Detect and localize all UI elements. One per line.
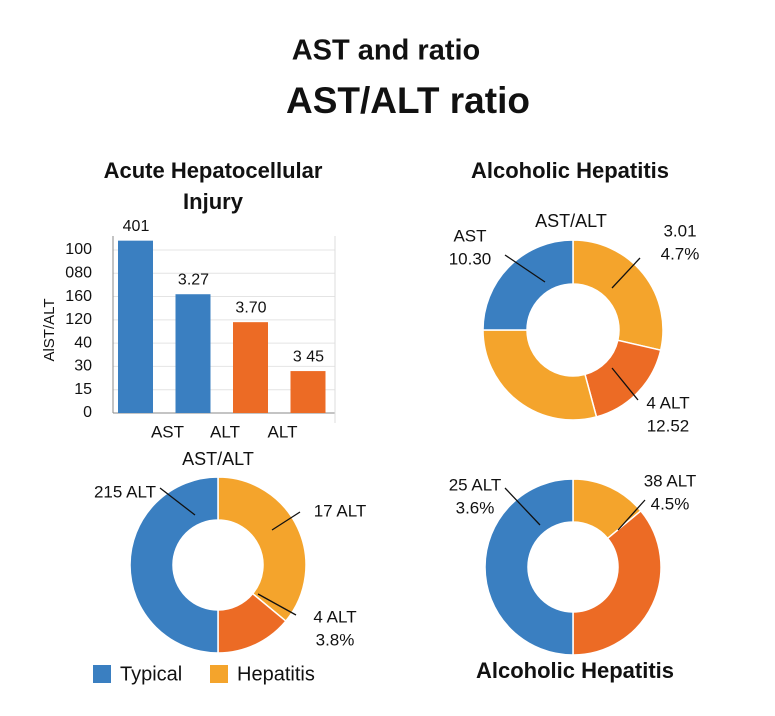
legend-label: Hepatitis xyxy=(237,663,315,685)
bar xyxy=(233,322,268,413)
x-tick-label: ALT xyxy=(210,422,240,441)
center-label: AST/ALT xyxy=(535,211,607,231)
title: AST and ratio xyxy=(292,35,481,67)
segment-annotation: 215 ALT xyxy=(94,482,156,501)
segment-annotation: 3.6% xyxy=(456,498,495,517)
segment-annotation: 4 ALT xyxy=(313,607,356,626)
y-tick-label: 120 xyxy=(65,311,92,328)
y-tick-label: 0 xyxy=(83,404,92,421)
bar xyxy=(290,371,326,413)
legend-swatch xyxy=(210,665,228,683)
segment-annotation: 4.5% xyxy=(651,494,690,513)
chart-title: AST/ALT xyxy=(182,449,254,469)
donut-segment xyxy=(217,476,307,623)
x-tick-label: AST xyxy=(151,422,184,441)
y-tick-label: 160 xyxy=(65,288,92,305)
chart-title: Alcoholic Hepatitis xyxy=(471,158,669,183)
segment-annotation: 3.01 xyxy=(663,221,696,240)
bar xyxy=(175,294,211,413)
donut-segment xyxy=(482,239,574,331)
legend-label: Typical xyxy=(120,663,182,685)
segment-annotation: AST xyxy=(453,226,486,245)
leader-line xyxy=(504,254,546,283)
chart-title: Alcoholic Hepatitis xyxy=(476,658,674,683)
bar-annotation: 3.70 xyxy=(235,299,266,316)
leader-line xyxy=(611,257,641,289)
segment-annotation: 25 ALT xyxy=(449,475,502,494)
legend-swatch xyxy=(93,665,111,683)
bar-annotation: 3 45 xyxy=(293,348,324,365)
segment-annotation: 12.52 xyxy=(647,416,690,435)
leader-line xyxy=(271,511,301,531)
bar-annotation: 3.27 xyxy=(178,271,209,288)
chart-title: Acute Hepatocellular xyxy=(104,158,323,183)
leader-line xyxy=(159,487,196,516)
donut-segment xyxy=(572,239,664,352)
y-tick-label: 40 xyxy=(74,334,92,351)
subtitle: AST/ALT ratio xyxy=(286,80,530,121)
donut-segment xyxy=(129,476,219,654)
leader-line xyxy=(617,499,646,531)
leader-line xyxy=(504,487,541,526)
segment-annotation: 17 ALT xyxy=(314,501,367,520)
segment-annotation: 38 ALT xyxy=(644,471,697,490)
segment-annotation: 10.30 xyxy=(449,249,492,268)
y-axis-label: AlST/ALT xyxy=(41,298,58,361)
x-tick-label: ALT xyxy=(268,422,298,441)
bar-annotation: 401 xyxy=(123,218,150,235)
donut-segment xyxy=(482,329,598,421)
donut-segment xyxy=(572,509,662,656)
y-tick-label: 080 xyxy=(65,264,92,281)
y-tick-label: 15 xyxy=(74,381,92,398)
donut-segment xyxy=(484,478,574,656)
segment-annotation: 3.8% xyxy=(316,630,355,649)
y-tick-label: 100 xyxy=(65,241,92,258)
y-tick-label: 30 xyxy=(74,358,92,375)
leader-line xyxy=(257,593,297,616)
bar xyxy=(118,240,153,413)
segment-annotation: 4.7% xyxy=(661,244,700,263)
segment-annotation: 4 ALT xyxy=(646,393,689,412)
chart-title: Injury xyxy=(183,189,244,214)
leader-line xyxy=(611,367,639,401)
